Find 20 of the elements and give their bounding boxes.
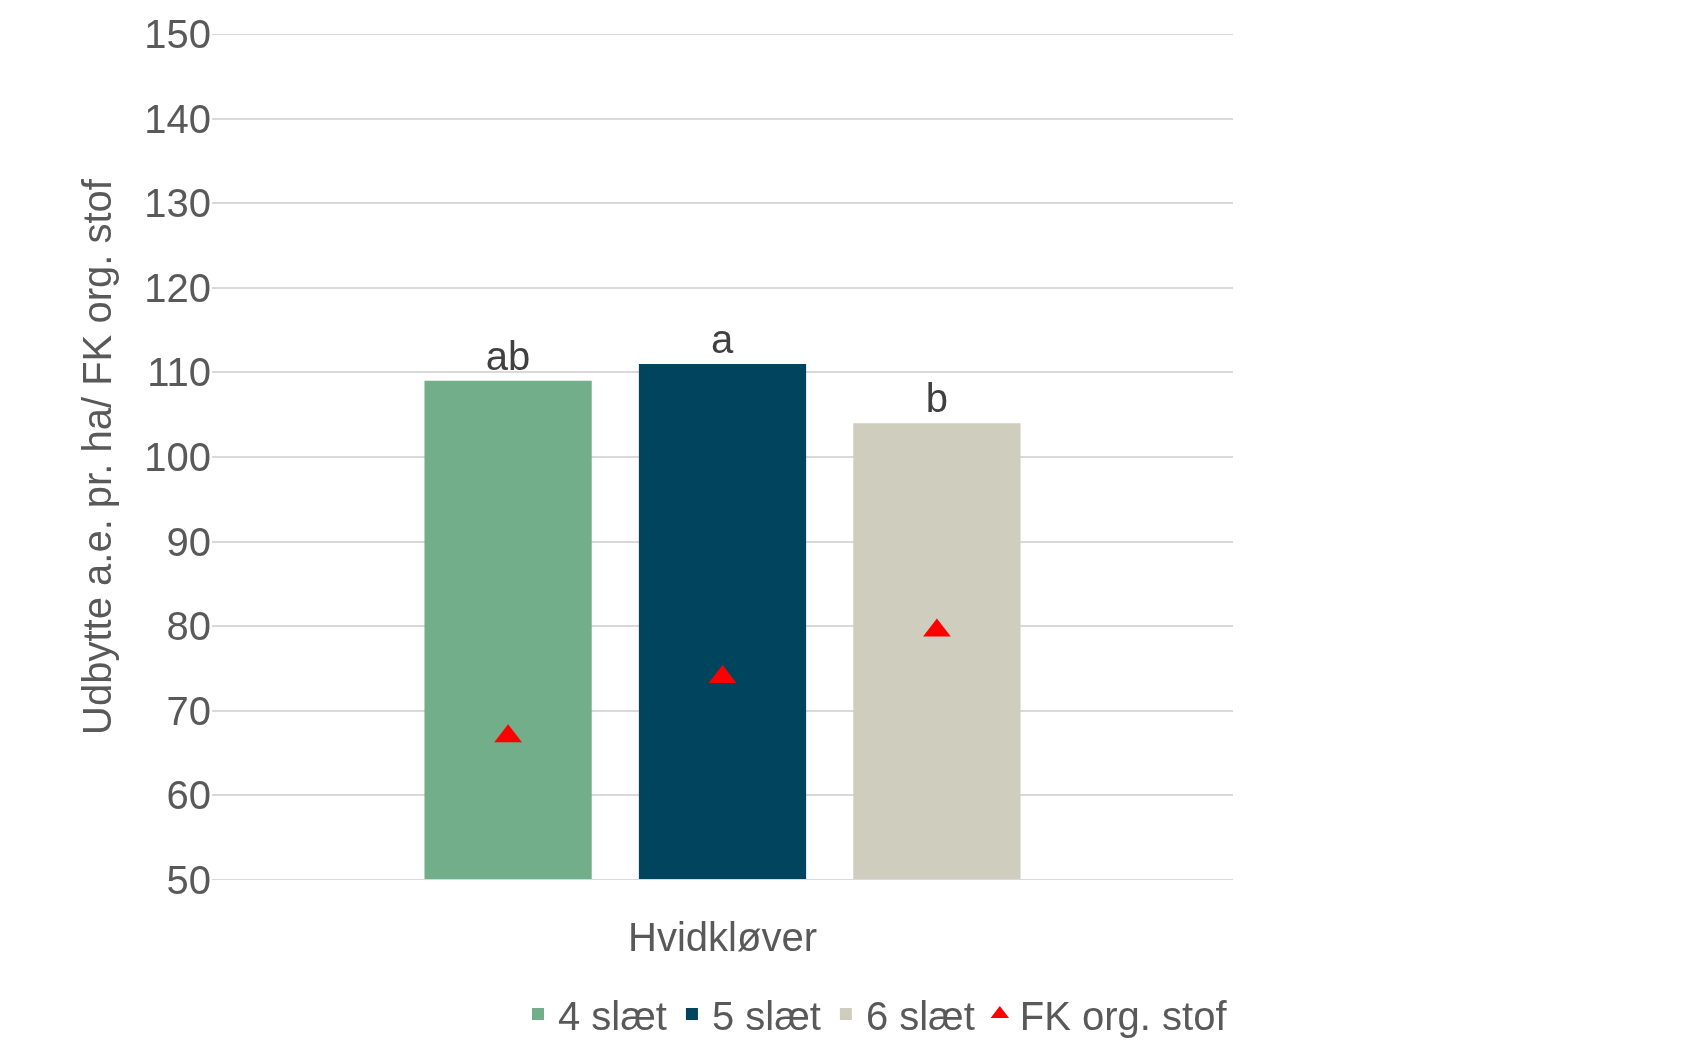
data-label: b [925, 376, 949, 421]
y-tick-label: 130 [144, 181, 211, 226]
y-tick-label: 120 [144, 265, 211, 310]
y-tick-label: 140 [144, 96, 211, 141]
y-tick-label: 100 [144, 435, 211, 479]
x-tick-label: Hvidkløver [628, 915, 817, 959]
legend-label: 4 slæt [558, 993, 667, 1038]
y-tick-label: 90 [166, 519, 211, 564]
y-axis-title: Udbytte a.e. pr. ha/ FK org. stof [74, 178, 119, 735]
data-label: a [711, 316, 734, 361]
y-tick-label: 60 [166, 773, 211, 818]
legend-label: 5 slæt [711, 993, 821, 1038]
legend-label: 6 slæt [865, 993, 975, 1038]
y-tick-label: 110 [147, 350, 211, 395]
data-label: ab [485, 333, 531, 378]
y-tick-label: 70 [166, 688, 211, 733]
legend-label: FK org. stof [1019, 993, 1228, 1038]
y-tick-label: 50 [166, 858, 211, 902]
y-tick-label: 150 [144, 12, 211, 56]
y-tick-label: 80 [166, 604, 211, 649]
